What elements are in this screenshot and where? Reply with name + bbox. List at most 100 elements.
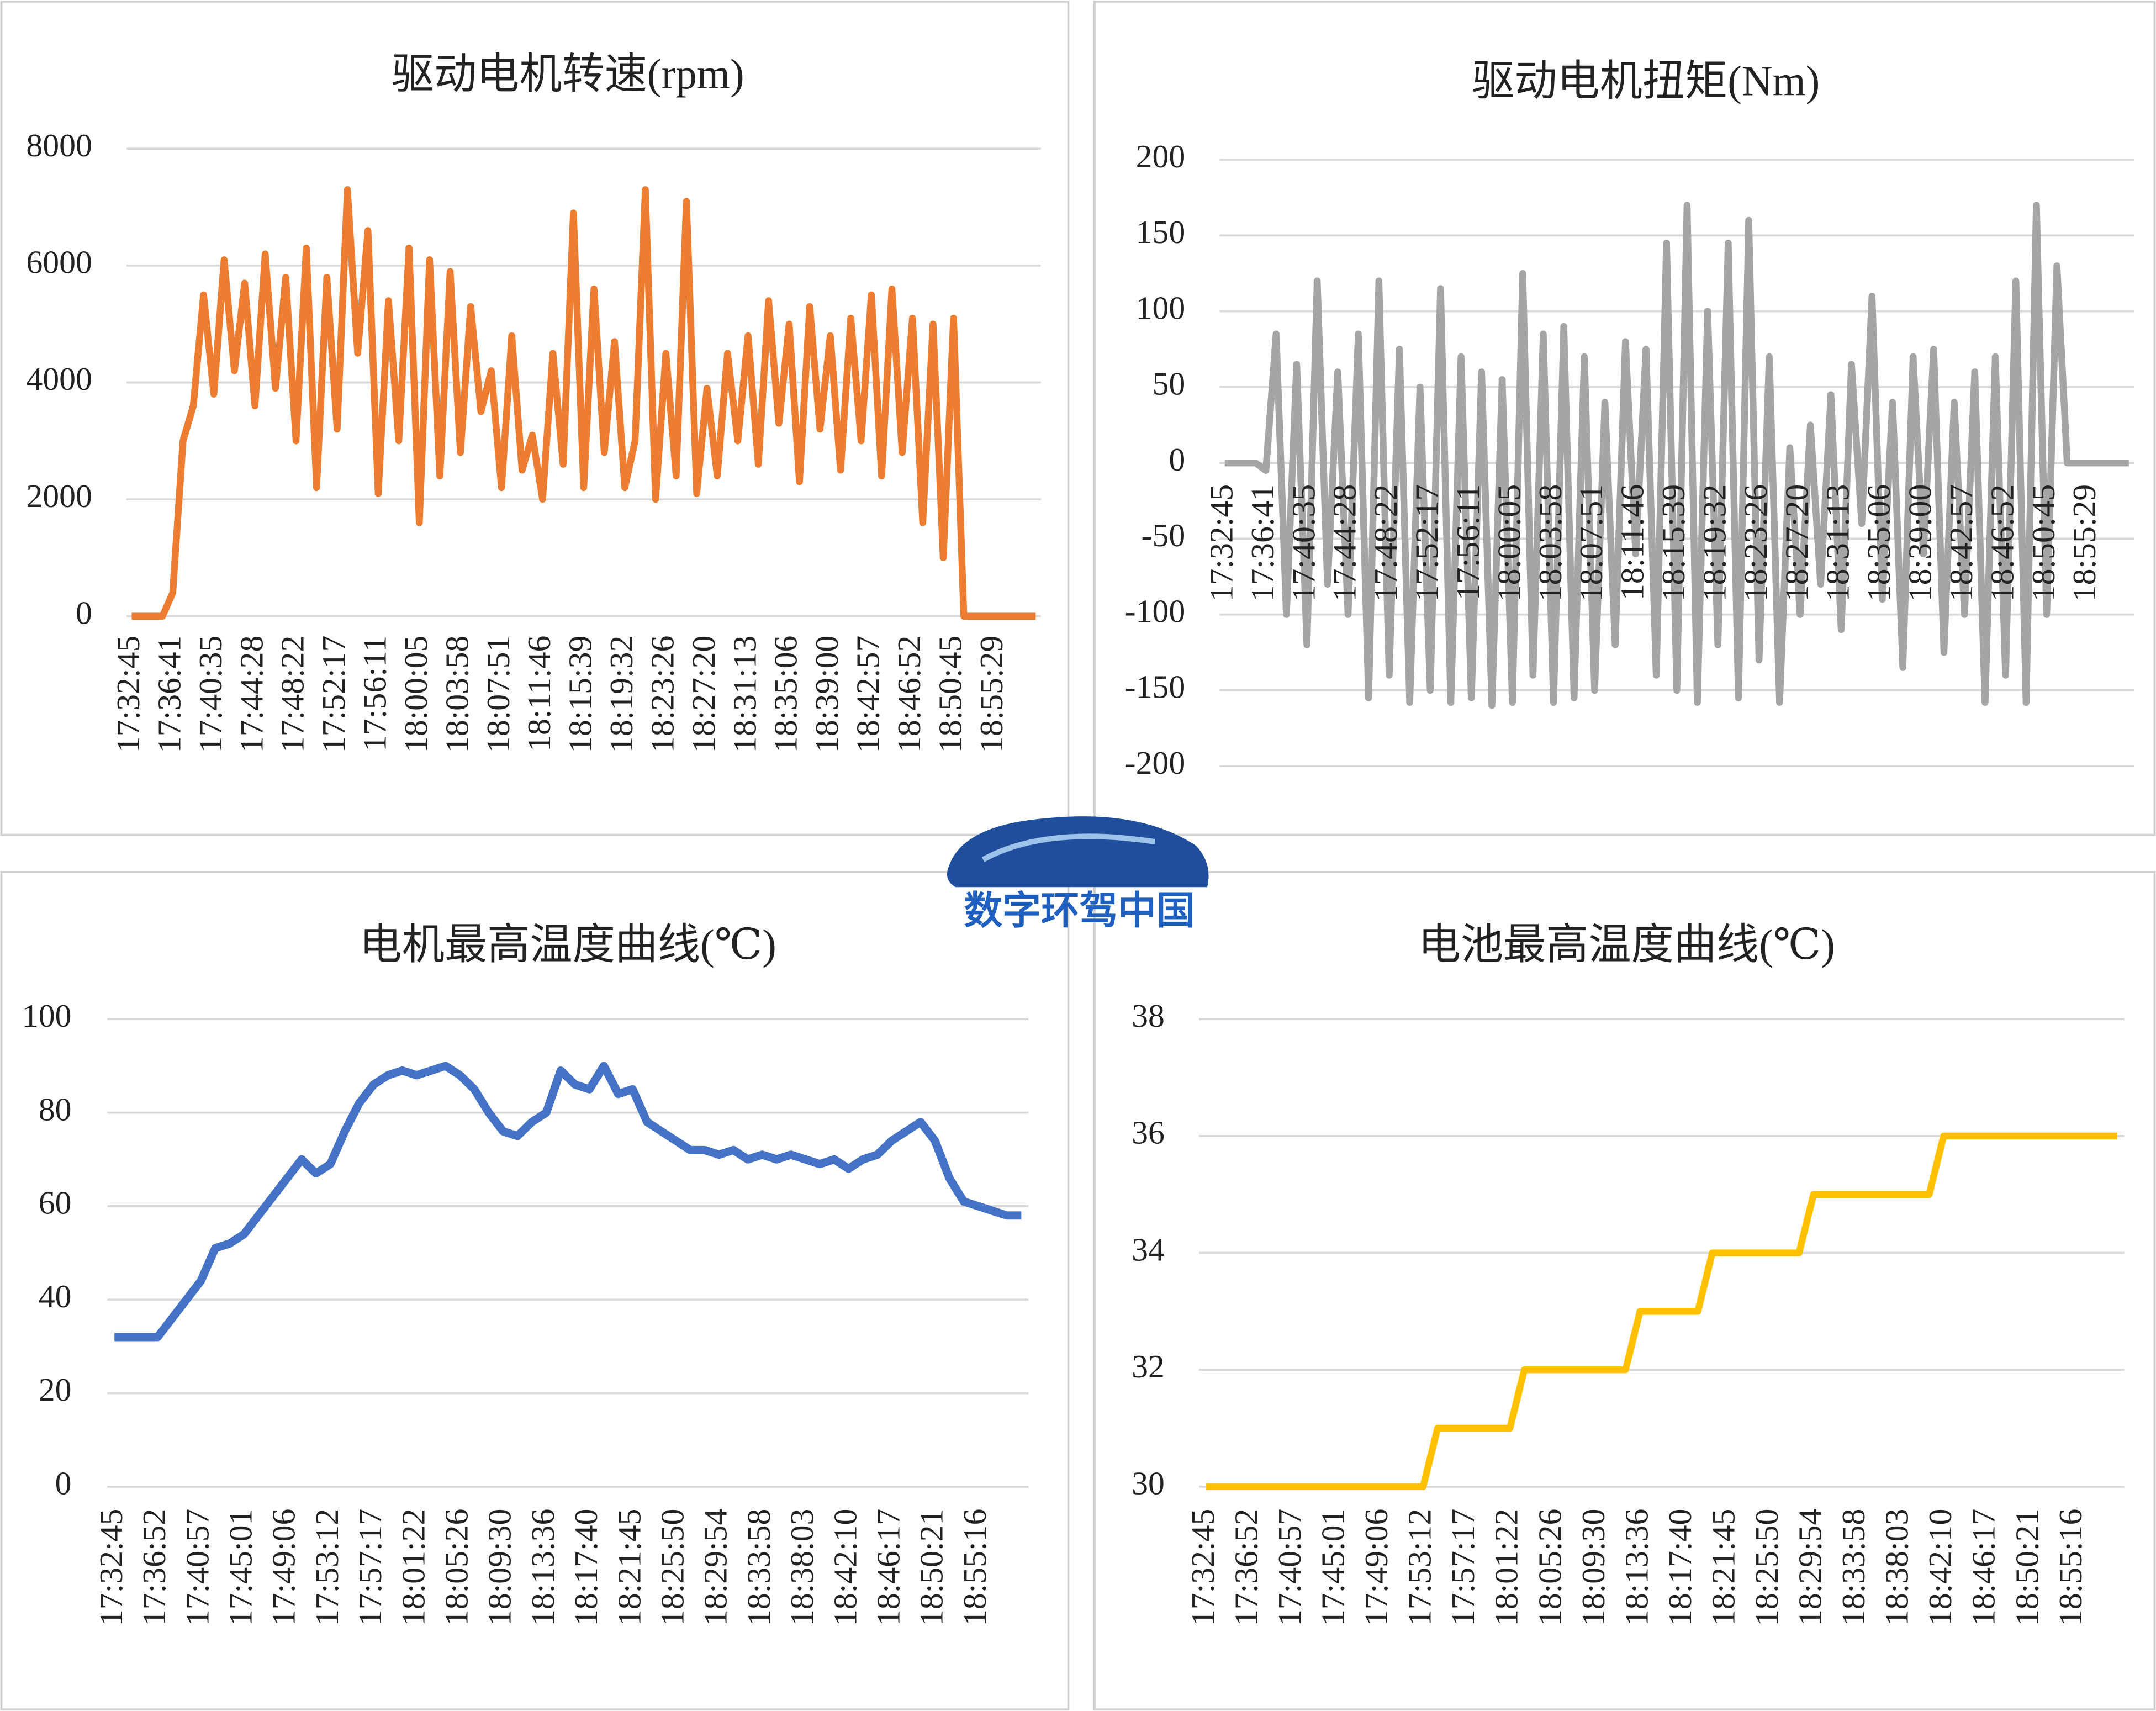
x-tick-label: 18:11:46 xyxy=(1614,484,1651,600)
x-tick-label: 17:36:52 xyxy=(136,1509,172,1626)
y-tick-label: -50 xyxy=(1142,517,1186,553)
x-tick-label: 18:11:46 xyxy=(521,636,557,752)
y-tick-label: 30 xyxy=(1132,1465,1165,1502)
x-tick-label: 18:13:36 xyxy=(525,1509,561,1626)
x-tick-label: 18:50:45 xyxy=(932,636,968,753)
x-tick-label: 17:48:22 xyxy=(1367,484,1404,601)
x-tick-label: 17:32:45 xyxy=(1185,1509,1221,1626)
x-tick-label: 18:42:10 xyxy=(827,1509,863,1626)
x-tick-label: 18:46:17 xyxy=(1965,1509,2002,1626)
x-tick-label: 17:36:52 xyxy=(1228,1509,1264,1626)
x-tick-label: 18:23:26 xyxy=(1737,484,1774,601)
x-tick-label: 18:05:26 xyxy=(1531,1509,1568,1626)
y-tick-label: 200 xyxy=(1136,138,1186,175)
x-tick-label: 18:50:21 xyxy=(2009,1509,2045,1626)
x-tick-label: 18:42:57 xyxy=(1943,484,1979,601)
y-tick-label: 40 xyxy=(39,1278,72,1314)
x-tick-label: 18:07:51 xyxy=(480,636,516,753)
x-tick-label: 18:55:29 xyxy=(973,636,1010,753)
x-tick-label: 17:56:11 xyxy=(357,636,393,752)
chart-title: 电机最高温度曲线(℃) xyxy=(360,921,776,968)
series-line xyxy=(1224,202,2129,709)
x-tick-label: 18:29:54 xyxy=(697,1509,734,1626)
x-tick-label: 18:05:26 xyxy=(438,1509,475,1626)
x-tick-label: 17:57:17 xyxy=(1445,1509,1481,1626)
x-tick-label: 18:27:20 xyxy=(685,636,722,753)
panel xyxy=(0,0,1070,836)
x-tick-label: 18:29:54 xyxy=(1792,1509,1829,1626)
x-tick-label: 17:49:06 xyxy=(266,1509,302,1626)
chart-title: 驱动电机转速(rpm) xyxy=(392,50,744,98)
x-tick-label: 18:31:13 xyxy=(726,636,763,753)
x-tick-label: 18:55:29 xyxy=(2066,484,2102,601)
x-tick-label: 17:36:41 xyxy=(151,636,187,753)
x-tick-label: 18:35:06 xyxy=(1861,484,1897,601)
x-tick-label: 18:46:52 xyxy=(891,636,927,753)
x-tick-label: 18:03:58 xyxy=(438,636,475,753)
x-tick-label: 18:21:45 xyxy=(1705,1509,1741,1626)
x-tick-label: 18:17:40 xyxy=(1662,1509,1698,1626)
chart-title: 驱动电机扭矩(Nm) xyxy=(1472,57,1820,104)
x-tick-label: 18:38:03 xyxy=(784,1509,820,1626)
x-tick-label: 18:23:26 xyxy=(644,636,680,753)
x-tick-label: 18:55:16 xyxy=(957,1509,993,1626)
x-tick-label: 18:00:05 xyxy=(1491,484,1527,601)
x-tick-label: 18:33:58 xyxy=(741,1509,777,1626)
y-tick-label: 0 xyxy=(55,1465,72,1502)
y-tick-label: 4000 xyxy=(26,361,92,397)
x-tick-label: 17:40:35 xyxy=(192,636,229,753)
y-tick-label: 32 xyxy=(1132,1348,1165,1385)
x-tick-label: 17:53:12 xyxy=(1402,1509,1438,1626)
x-tick-label: 18:25:50 xyxy=(654,1509,690,1626)
y-tick-label: 100 xyxy=(1136,289,1186,326)
x-tick-label: 18:39:00 xyxy=(1902,484,1938,601)
x-tick-label: 18:09:30 xyxy=(1575,1509,1611,1626)
x-tick-label: 17:45:01 xyxy=(1315,1509,1351,1626)
x-tick-label: 18:50:45 xyxy=(2025,484,2062,601)
x-tick-label: 18:19:32 xyxy=(603,636,640,753)
x-tick-label: 18:21:45 xyxy=(611,1509,647,1626)
x-tick-label: 18:42:10 xyxy=(1922,1509,1958,1626)
x-tick-label: 17:32:45 xyxy=(110,636,146,753)
y-tick-label: 8000 xyxy=(26,127,92,163)
x-tick-label: 17:52:17 xyxy=(1409,484,1445,601)
y-tick-label: 60 xyxy=(39,1185,72,1221)
x-tick-label: 17:44:28 xyxy=(233,636,270,753)
x-tick-label: 17:40:57 xyxy=(1271,1509,1308,1626)
y-tick-label: 80 xyxy=(39,1091,72,1127)
x-tick-label: 17:52:17 xyxy=(315,636,352,753)
y-tick-label: 150 xyxy=(1136,214,1186,250)
x-tick-label: 17:44:28 xyxy=(1327,484,1363,601)
x-tick-label: 18:46:52 xyxy=(1984,484,2020,601)
y-tick-label: 20 xyxy=(39,1371,72,1408)
y-tick-label: -150 xyxy=(1125,669,1186,705)
x-tick-label: 18:31:13 xyxy=(1820,484,1856,601)
x-tick-label: 18:01:22 xyxy=(1488,1509,1525,1626)
x-tick-label: 18:13:36 xyxy=(1618,1509,1655,1626)
x-tick-label: 18:17:40 xyxy=(568,1509,604,1626)
y-tick-label: 100 xyxy=(22,997,72,1034)
chart-title: 电池最高温度曲线(℃) xyxy=(1418,921,1835,968)
logo-car xyxy=(947,816,1209,888)
y-tick-label: 34 xyxy=(1132,1231,1165,1268)
x-tick-label: 18:55:16 xyxy=(2052,1509,2089,1626)
y-tick-label: -100 xyxy=(1125,593,1186,629)
x-tick-label: 18:19:32 xyxy=(1696,484,1732,601)
y-tick-label: -200 xyxy=(1125,744,1186,781)
series-line xyxy=(1206,1132,2117,1491)
x-tick-label: 18:01:22 xyxy=(395,1509,431,1626)
x-tick-label: 18:07:51 xyxy=(1573,484,1609,601)
x-tick-label: 17:48:22 xyxy=(274,636,311,753)
x-tick-label: 18:15:39 xyxy=(562,636,599,753)
x-tick-label: 17:57:17 xyxy=(352,1509,388,1626)
x-tick-label: 18:27:20 xyxy=(1778,484,1815,601)
x-tick-label: 17:32:45 xyxy=(1203,484,1239,601)
x-tick-label: 17:49:06 xyxy=(1358,1509,1394,1626)
y-tick-label: 0 xyxy=(1169,441,1185,478)
x-tick-label: 18:15:39 xyxy=(1655,484,1692,601)
x-tick-label: 18:38:03 xyxy=(1879,1509,1915,1626)
series-line xyxy=(131,186,1036,620)
x-tick-label: 18:09:30 xyxy=(482,1509,518,1626)
